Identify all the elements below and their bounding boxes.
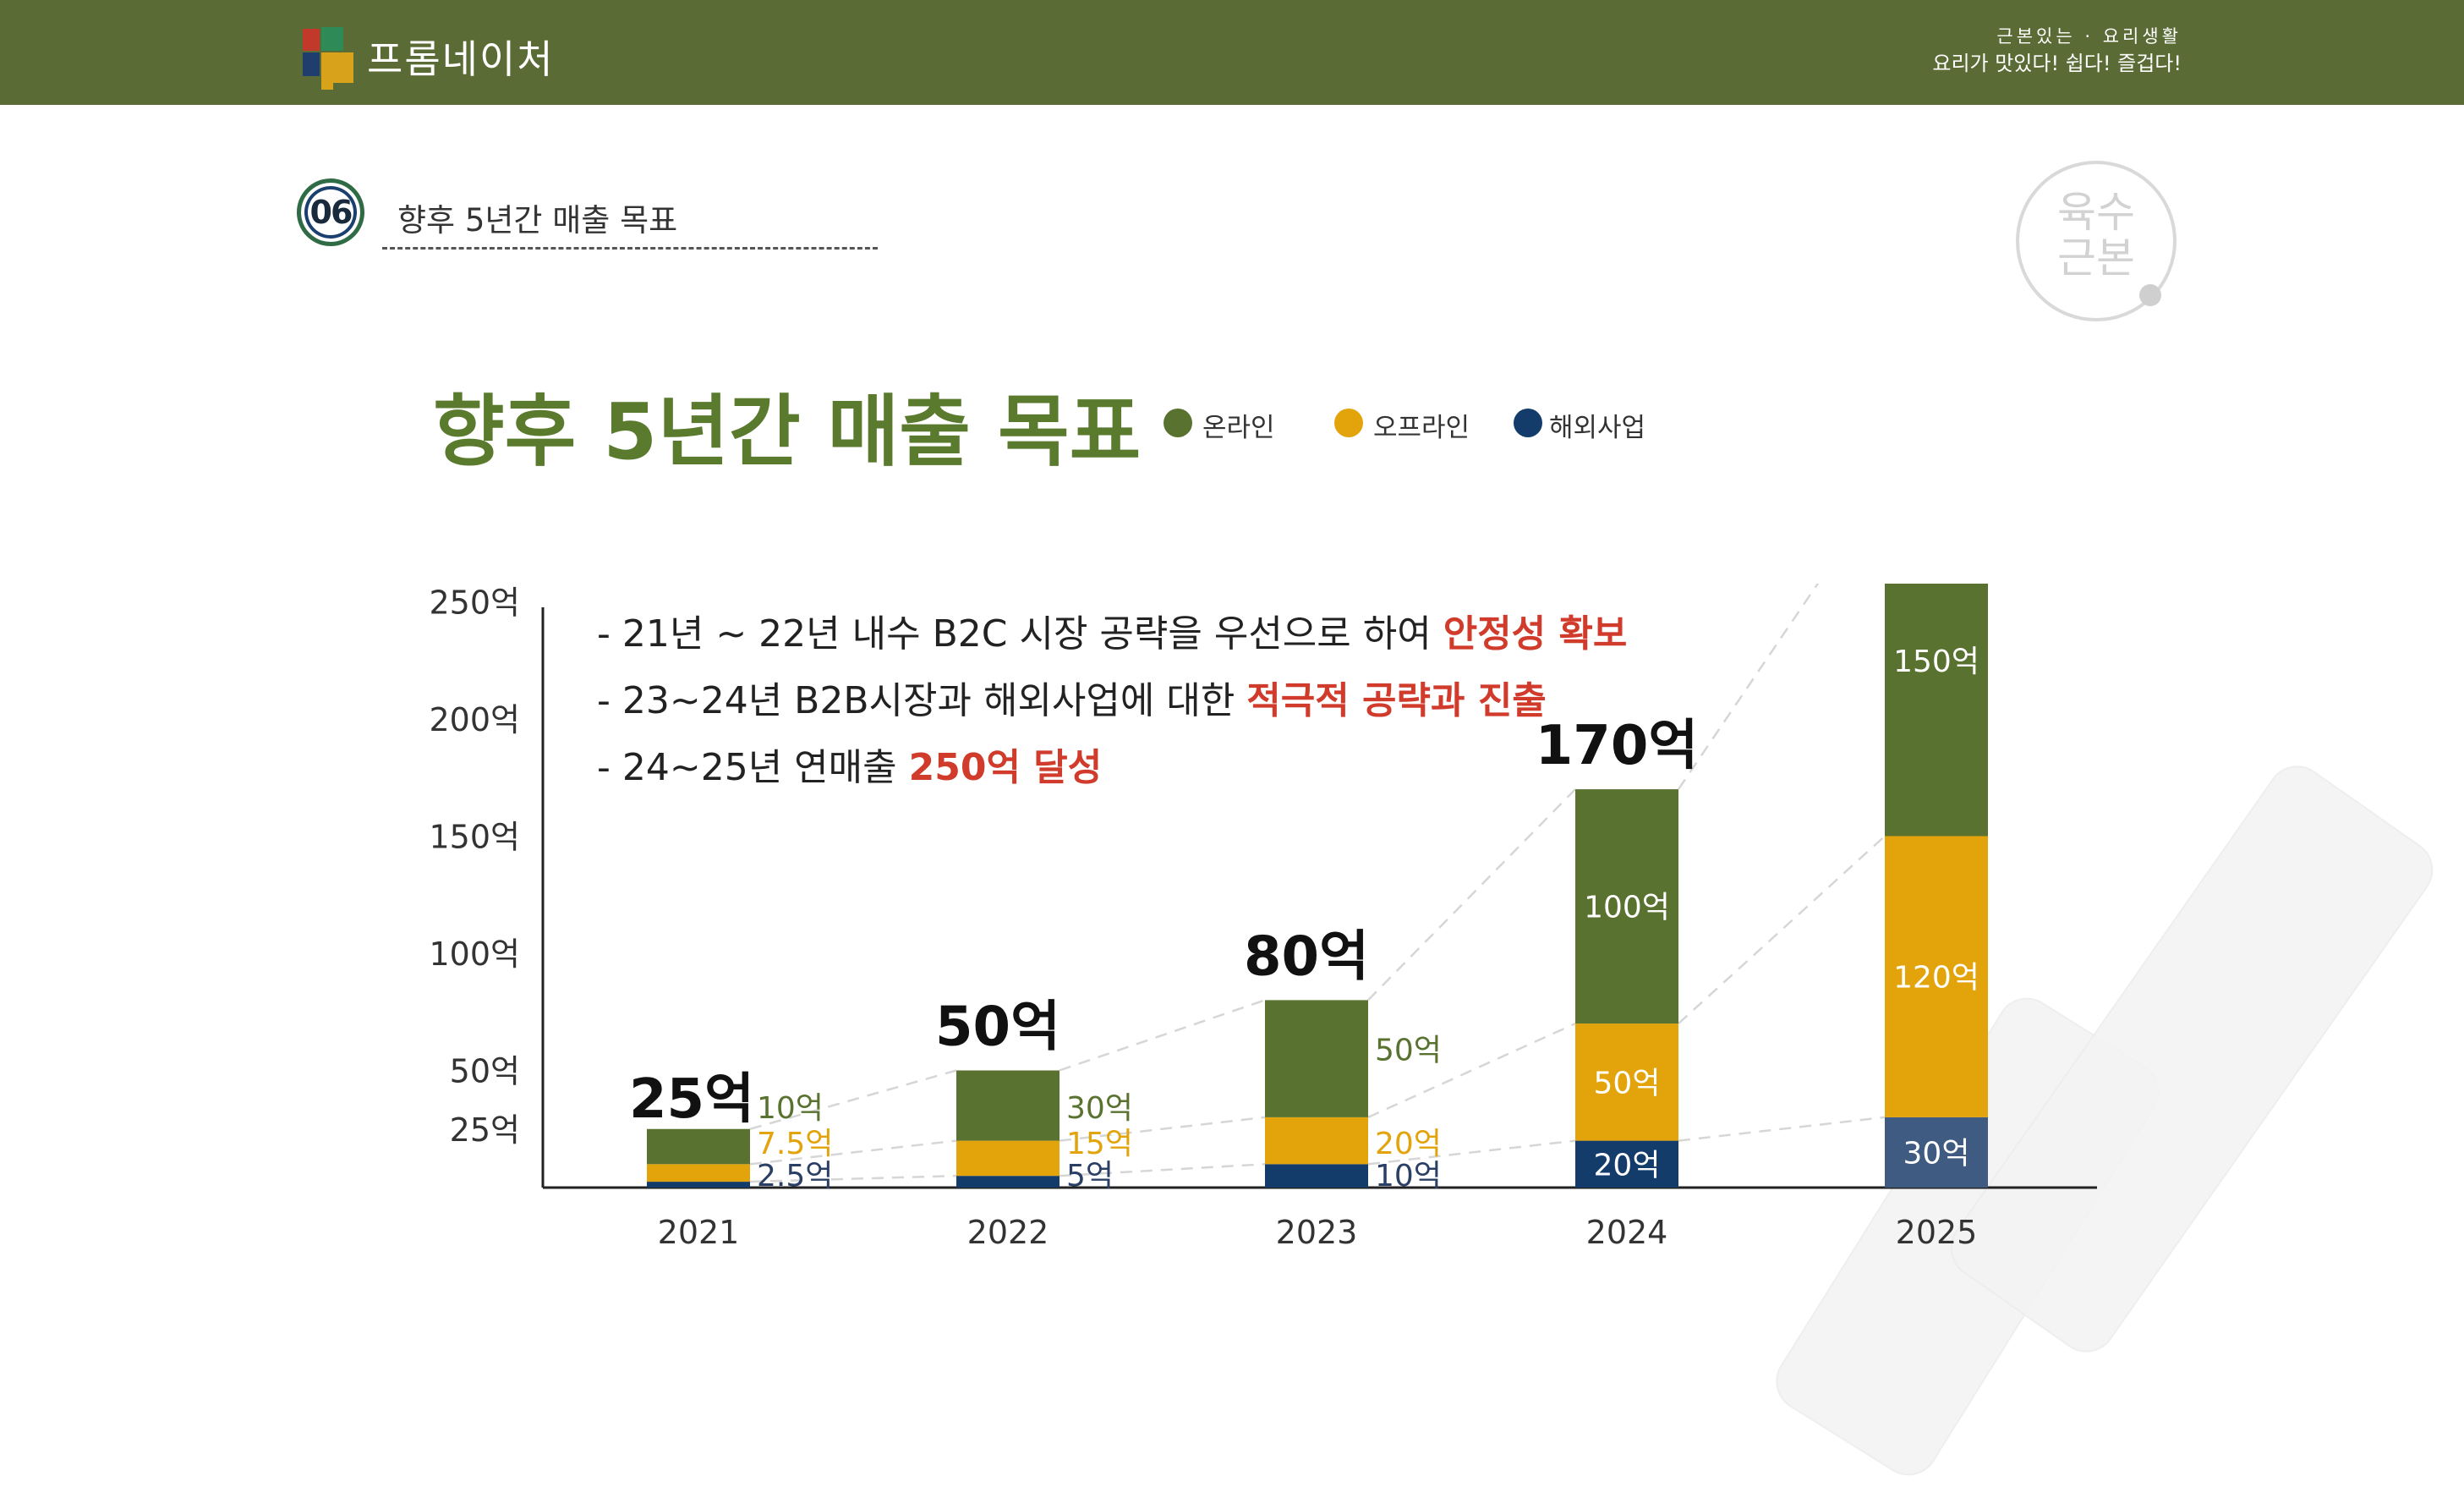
stacked-bar-chart: 25억 50억 100억 150억 200억 250억 2021 2022 2023 2024 20… bbox=[430, 584, 2097, 1251]
total-label: 80억 bbox=[1244, 925, 1369, 988]
annotation-text-2: - 23~24년 B2B시장과 해외사업에 대한 bbox=[597, 679, 1247, 722]
data-label: 15억 bbox=[1066, 1127, 1133, 1161]
brand-name: 프롬네이처 bbox=[367, 36, 555, 82]
bar-segment bbox=[1265, 1117, 1368, 1165]
bar-segment bbox=[1575, 1140, 1678, 1188]
trend-line bbox=[1678, 835, 1886, 1025]
total-label: 250억 bbox=[1845, 584, 2007, 590]
section-title: 향후 5년간 매출 목표 bbox=[397, 202, 678, 239]
bar-segment bbox=[647, 1128, 750, 1165]
legend-swatch-online bbox=[1164, 409, 1192, 437]
trend-line bbox=[1367, 1139, 1576, 1166]
y-tick-label: 150억 bbox=[430, 819, 521, 856]
trend-line bbox=[1678, 1116, 1886, 1142]
bar-segment bbox=[647, 1164, 750, 1182]
annotation-line-1: - 21년 ~ 22년 내수 B2C 시장 공략을 우선으로 하여 안정성 확보 bbox=[597, 601, 1627, 667]
data-label: 150억 bbox=[1893, 645, 1979, 679]
bar-segment bbox=[956, 1176, 1060, 1188]
bar-segment bbox=[1265, 1000, 1368, 1117]
total-label: 170억 bbox=[1536, 715, 1698, 777]
legend-swatch-offline bbox=[1334, 409, 1363, 437]
bar-segment bbox=[647, 1182, 750, 1188]
brand-logo-icon bbox=[303, 27, 362, 90]
slogan-line-2: 요리가 맛있다! 쉽다! 즐겁다! bbox=[1932, 52, 2182, 75]
total-label: 50억 bbox=[935, 996, 1060, 1059]
trend-line bbox=[1677, 584, 1820, 790]
annotation-text-3: - 24~25년 연매출 bbox=[597, 746, 909, 789]
data-label: 30억 bbox=[1066, 1091, 1133, 1126]
stamp-dot bbox=[2139, 284, 2161, 306]
data-label: 50억 bbox=[1375, 1034, 1442, 1068]
trend-line bbox=[1059, 1116, 1266, 1142]
legend-label-online: 온라인 bbox=[1202, 413, 1275, 443]
bar-segment bbox=[1575, 1023, 1678, 1141]
bar-segment bbox=[1885, 836, 1988, 1117]
bar-segment bbox=[1265, 1164, 1368, 1188]
y-tick-label: 25억 bbox=[450, 1111, 520, 1149]
data-label: 10억 bbox=[1375, 1159, 1442, 1193]
bar-segment bbox=[1885, 584, 1988, 837]
data-label: 10억 bbox=[757, 1091, 824, 1126]
trend-line bbox=[749, 1069, 957, 1130]
trend-line bbox=[749, 1174, 957, 1183]
annotation-highlight-1: 안정성 확보 bbox=[1443, 612, 1628, 656]
legend-label-offline: 오프라인 bbox=[1373, 413, 1470, 443]
data-label: 20억 bbox=[1594, 1148, 1661, 1182]
data-label: 5억 bbox=[1066, 1159, 1114, 1193]
data-label: 120억 bbox=[1893, 961, 1979, 996]
legend-swatch-overseas bbox=[1514, 409, 1542, 437]
bar-segment bbox=[956, 1070, 1060, 1141]
annotation-highlight-2: 적극적 공략과 진출 bbox=[1246, 679, 1547, 722]
data-label: 2.5억 bbox=[757, 1159, 833, 1193]
annotation-highlight-3: 250억 달성 bbox=[908, 746, 1103, 789]
bar-segment bbox=[1575, 789, 1678, 1024]
y-tick-label: 100억 bbox=[430, 936, 521, 973]
legend-label-overseas: 해외사업 bbox=[1549, 413, 1646, 443]
x-tick-label: 2025 bbox=[1896, 1214, 1978, 1251]
data-label: 30억 bbox=[1903, 1136, 1970, 1171]
stamp-line-2: 근본 bbox=[2057, 233, 2135, 283]
x-tick-label: 2022 bbox=[967, 1214, 1049, 1251]
x-tick-label: 2023 bbox=[1276, 1214, 1358, 1251]
annotation-text-1: - 21년 ~ 22년 내수 B2C 시장 공략을 우선으로 하여 bbox=[597, 612, 1443, 656]
trend-line bbox=[1059, 1163, 1266, 1177]
x-tick-label: 2021 bbox=[658, 1214, 740, 1251]
data-label: 7.5억 bbox=[757, 1127, 833, 1161]
annotation-line-3: - 24~25년 연매출 250억 달성 bbox=[597, 734, 1627, 801]
x-tick-label: 2024 bbox=[1586, 1214, 1668, 1251]
chart-annotations: - 21년 ~ 22년 내수 B2C 시장 공략을 우선으로 하여 안정성 확보… bbox=[597, 601, 1627, 801]
trend-line bbox=[1367, 788, 1576, 1001]
stamp-line-1: 육수 bbox=[2057, 188, 2135, 237]
trend-line bbox=[749, 1139, 957, 1166]
data-label: 20억 bbox=[1375, 1127, 1442, 1161]
top-bar: 프롬네이처 근본있는 · 요리생활 요리가 맛있다! 쉽다! 즐겁다! bbox=[0, 0, 2464, 105]
data-label: 50억 bbox=[1594, 1066, 1661, 1100]
bar-segment bbox=[1885, 1117, 1988, 1188]
section-number-badge: 06 bbox=[297, 178, 364, 246]
annotation-line-2: - 23~24년 B2B시장과 해외사업에 대한 적극적 공략과 진출 bbox=[597, 667, 1627, 734]
total-label: 25억 bbox=[629, 1068, 754, 1131]
slogan-line-1: 근본있는 · 요리생활 bbox=[1996, 26, 2182, 47]
section-divider bbox=[382, 247, 878, 250]
y-tick-label: 200억 bbox=[430, 701, 521, 738]
y-tick-label: 250억 bbox=[430, 584, 521, 622]
trend-line bbox=[1059, 999, 1266, 1072]
brand-stamp: 육수 근본 bbox=[2016, 161, 2177, 321]
slogan: 근본있는 · 요리생활 요리가 맛있다! 쉽다! 즐겁다! bbox=[1932, 24, 2182, 78]
chart-title: 향후 5년간 매출 목표 bbox=[433, 387, 1142, 477]
trend-line bbox=[1367, 1022, 1576, 1119]
bar-segment bbox=[956, 1140, 1060, 1177]
data-label: 100억 bbox=[1584, 891, 1670, 925]
y-tick-label: 50억 bbox=[450, 1053, 520, 1090]
